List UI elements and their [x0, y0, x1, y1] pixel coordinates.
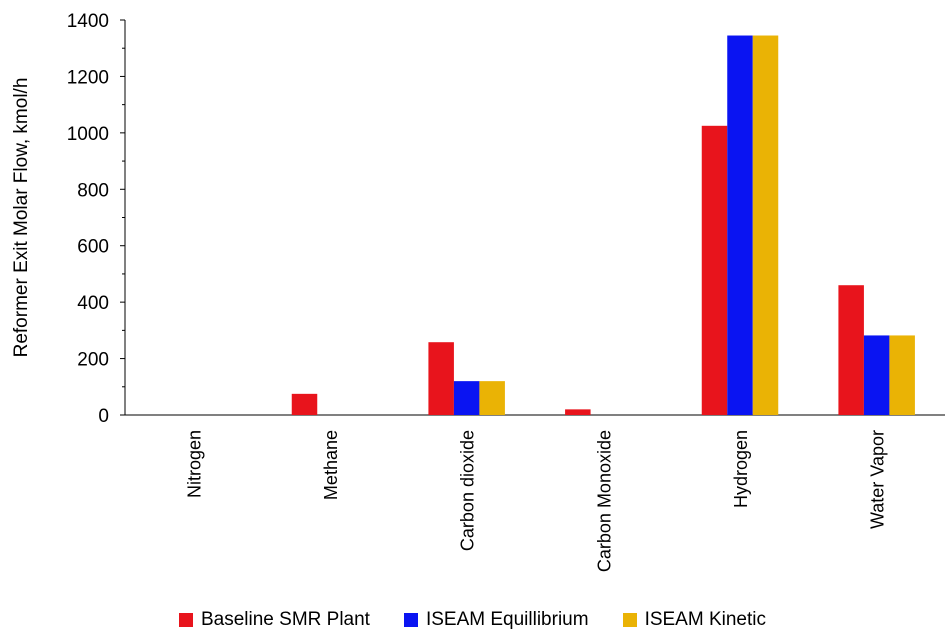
x-category-label: Nitrogen: [184, 430, 204, 498]
y-tick-label: 1200: [67, 67, 109, 88]
legend-swatch: [403, 613, 418, 627]
bar: [291, 393, 318, 415]
bar: [863, 335, 890, 415]
legend-swatch: [622, 613, 637, 627]
y-tick-label: 1400: [67, 11, 109, 32]
chart-legend: Baseline SMR Plant ISEAM Equillibrium ISEA…: [0, 609, 945, 631]
bar: [838, 285, 864, 415]
bar: [428, 342, 454, 415]
x-category-label: Hydrogen: [731, 430, 751, 508]
bar: [889, 335, 915, 415]
bar-chart: Reformer Exit Molar Flow, kmol/h 0 200 400…: [11, 11, 945, 572]
bar: [727, 35, 753, 416]
y-axis-title: Reformer Exit Molar Flow, kmol/h: [11, 78, 32, 358]
y-tick-label: 400: [77, 293, 109, 314]
x-category-label: Carbon dioxide: [458, 430, 478, 551]
legend-swatch: [178, 613, 193, 627]
bar: [453, 381, 480, 415]
bar: [565, 409, 591, 415]
y-tick-label: 200: [77, 350, 109, 371]
x-category-label: Carbon Monoxide: [594, 430, 614, 572]
legend-label: ISEAM Equillibrium: [425, 609, 589, 630]
bar: [479, 381, 505, 415]
bar: [752, 35, 779, 416]
y-tick-label: 0: [98, 406, 109, 427]
bar: [701, 125, 728, 415]
y-tick-label: 1000: [67, 124, 109, 145]
legend-label: ISEAM Kinetic: [644, 609, 766, 630]
x-category-label: Methane: [321, 430, 341, 500]
y-tick-label: 800: [77, 180, 109, 201]
legend-item: ISEAM Kinetic: [622, 609, 766, 631]
y-tick-label: 600: [77, 237, 109, 258]
legend-item: Baseline SMR Plant: [178, 609, 370, 631]
legend-item: ISEAM Equillibrium: [403, 609, 589, 631]
legend-label: Baseline SMR Plant: [200, 609, 370, 630]
x-category-label: Water Vapor: [868, 430, 888, 529]
